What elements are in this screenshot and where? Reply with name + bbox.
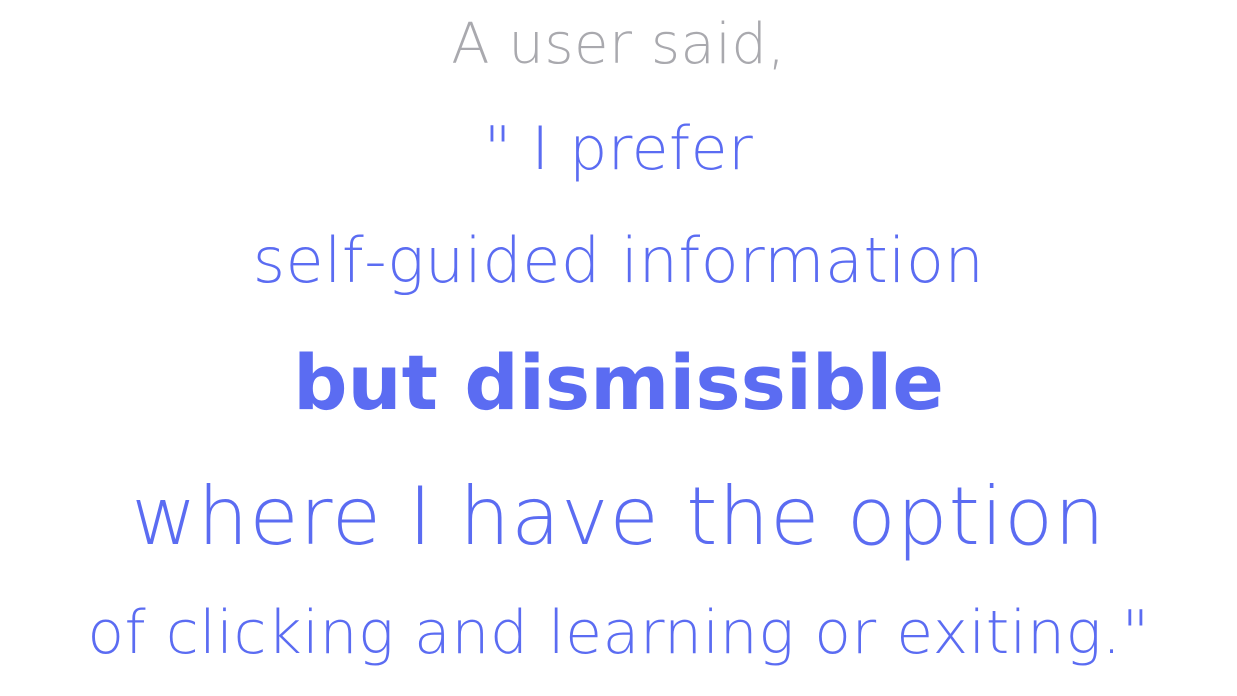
quote-line-2: self-guided information bbox=[252, 224, 985, 297]
quote-line-3: where I have the option bbox=[131, 470, 1106, 563]
quote-intro: A user said, bbox=[451, 12, 786, 77]
quote-line-1: " I prefer bbox=[483, 114, 754, 184]
quote-line-4: of clicking and learning or exiting." bbox=[87, 598, 1150, 668]
quote-emphasis: but dismissible bbox=[293, 338, 944, 427]
